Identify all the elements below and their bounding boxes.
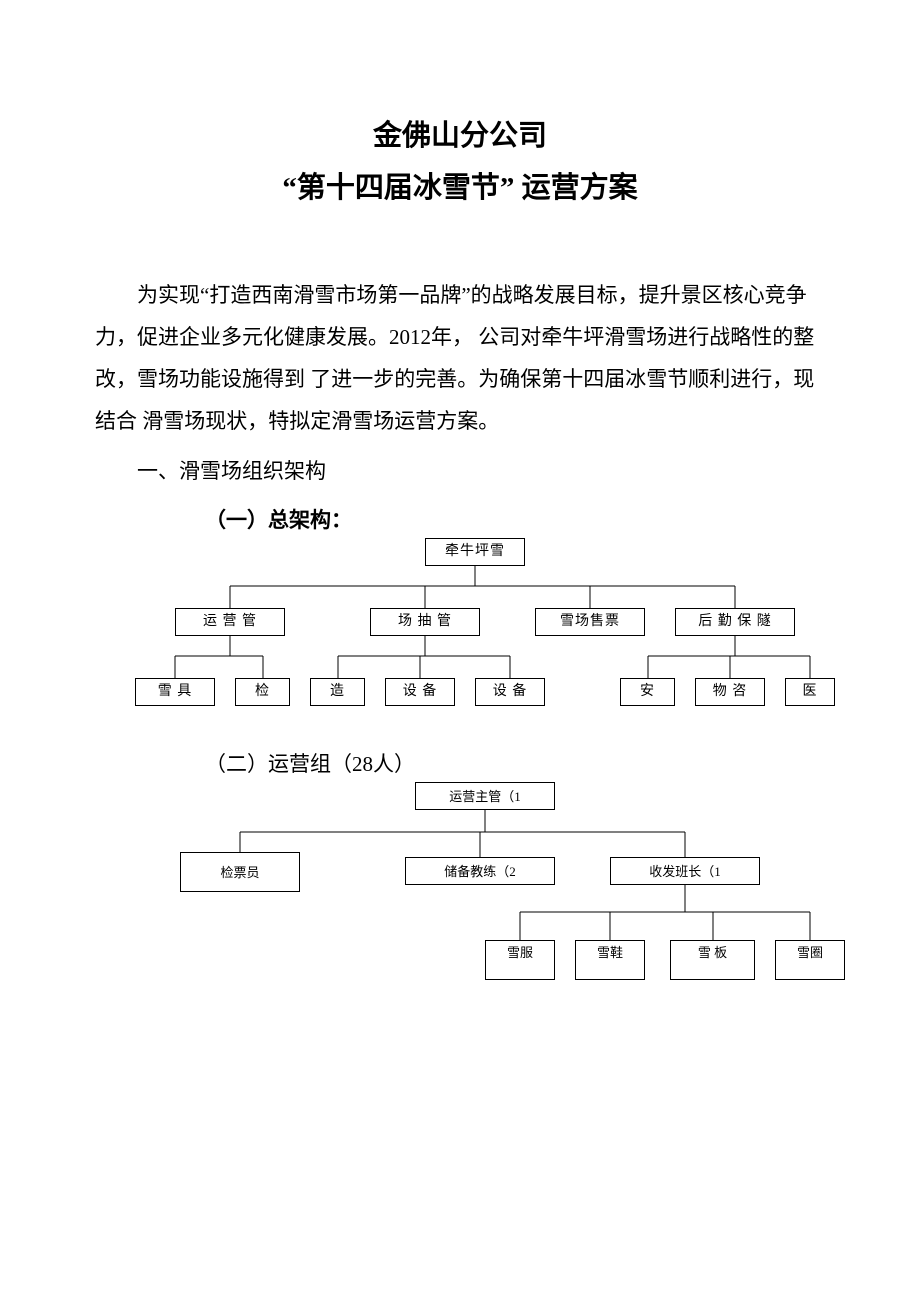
- node-b5: 安: [620, 678, 675, 706]
- node2-m0: 检票员: [180, 852, 300, 892]
- node2-b1: 雪鞋: [575, 940, 645, 980]
- node-field: 场 抽 管: [370, 608, 480, 636]
- node2-m2: 收发班长（1: [610, 857, 760, 885]
- org-chart-overall: 牵牛坪雪 运 营 管 场 抽 管 雪场售票 后 勤 保 隧 雪 具 检 造 设 …: [75, 538, 835, 718]
- node-b6: 物 咨: [695, 678, 765, 706]
- node-b1: 检: [235, 678, 290, 706]
- section-1-heading: 一、滑雪场组织架构: [95, 450, 825, 492]
- node-b7: 医: [785, 678, 835, 706]
- node2-root: 运营主管（1: [415, 782, 555, 810]
- title-line-1: 金佛山分公司: [95, 110, 825, 162]
- org-chart-operations: 运营主管（1 检票员 储备教练（2 收发班长（1 雪服 雪鞋 雪 板 雪圈: [115, 782, 835, 1002]
- node-root: 牵牛坪雪: [425, 538, 525, 566]
- node-b4: 设 备: [475, 678, 545, 706]
- node-b0: 雪 具: [135, 678, 215, 706]
- node-ticket: 雪场售票: [535, 608, 645, 636]
- node-logistics: 后 勤 保 隧: [675, 608, 795, 636]
- node2-b0: 雪服: [485, 940, 555, 980]
- node-b3: 设 备: [385, 678, 455, 706]
- document-page: 金佛山分公司 “第十四届冰雪节” 运营方案 为实现“打造西南滑雪市场第一品牌”的…: [0, 0, 920, 1042]
- title-line-2: “第十四届冰雪节” 运营方案: [95, 162, 825, 214]
- node2-b3: 雪圈: [775, 940, 845, 980]
- node2-b2: 雪 板: [670, 940, 755, 980]
- intro-paragraph: 为实现“打造西南滑雪市场第一品牌”的战略发展目标，提升景区核心竞争力，促进企业多…: [95, 274, 825, 442]
- node-b2: 造: [310, 678, 365, 706]
- subsection-1-heading: （一）总架构：: [205, 504, 825, 534]
- node2-m1: 储备教练（2: [405, 857, 555, 885]
- node-operations: 运 营 管: [175, 608, 285, 636]
- subsection-2-heading: （二）运营组（28人）: [205, 748, 825, 778]
